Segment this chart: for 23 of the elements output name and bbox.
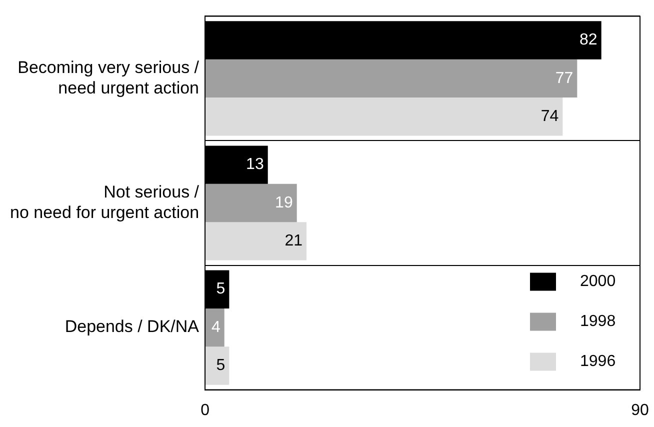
bar — [205, 59, 578, 98]
data-label: 13 — [246, 156, 264, 174]
data-label: 21 — [284, 232, 303, 250]
y-tick-label: Depends / DK/NA — [64, 317, 200, 336]
legend-label: 1996 — [580, 353, 616, 370]
x-tick-label: 0 — [200, 402, 210, 419]
data-label: 5 — [216, 280, 226, 298]
legend-label: 2000 — [580, 273, 616, 290]
bar — [205, 222, 307, 260]
bar — [205, 98, 563, 136]
data-label: 74 — [540, 108, 559, 126]
legend-label: 1998 — [580, 313, 616, 330]
y-tick-label: Becoming very serious / need urgent action — [18, 58, 200, 98]
data-label: 4 — [211, 318, 220, 336]
data-label: 77 — [555, 70, 574, 87]
bar — [205, 184, 297, 222]
data-label: 19 — [275, 194, 293, 212]
y-tick-label: Not serious / no need for urgent action — [10, 182, 200, 222]
data-label: 82 — [580, 32, 598, 49]
bar — [205, 308, 224, 347]
bar — [205, 346, 230, 385]
x-tick-label: 90 — [631, 402, 649, 419]
data-label: 5 — [216, 357, 226, 374]
